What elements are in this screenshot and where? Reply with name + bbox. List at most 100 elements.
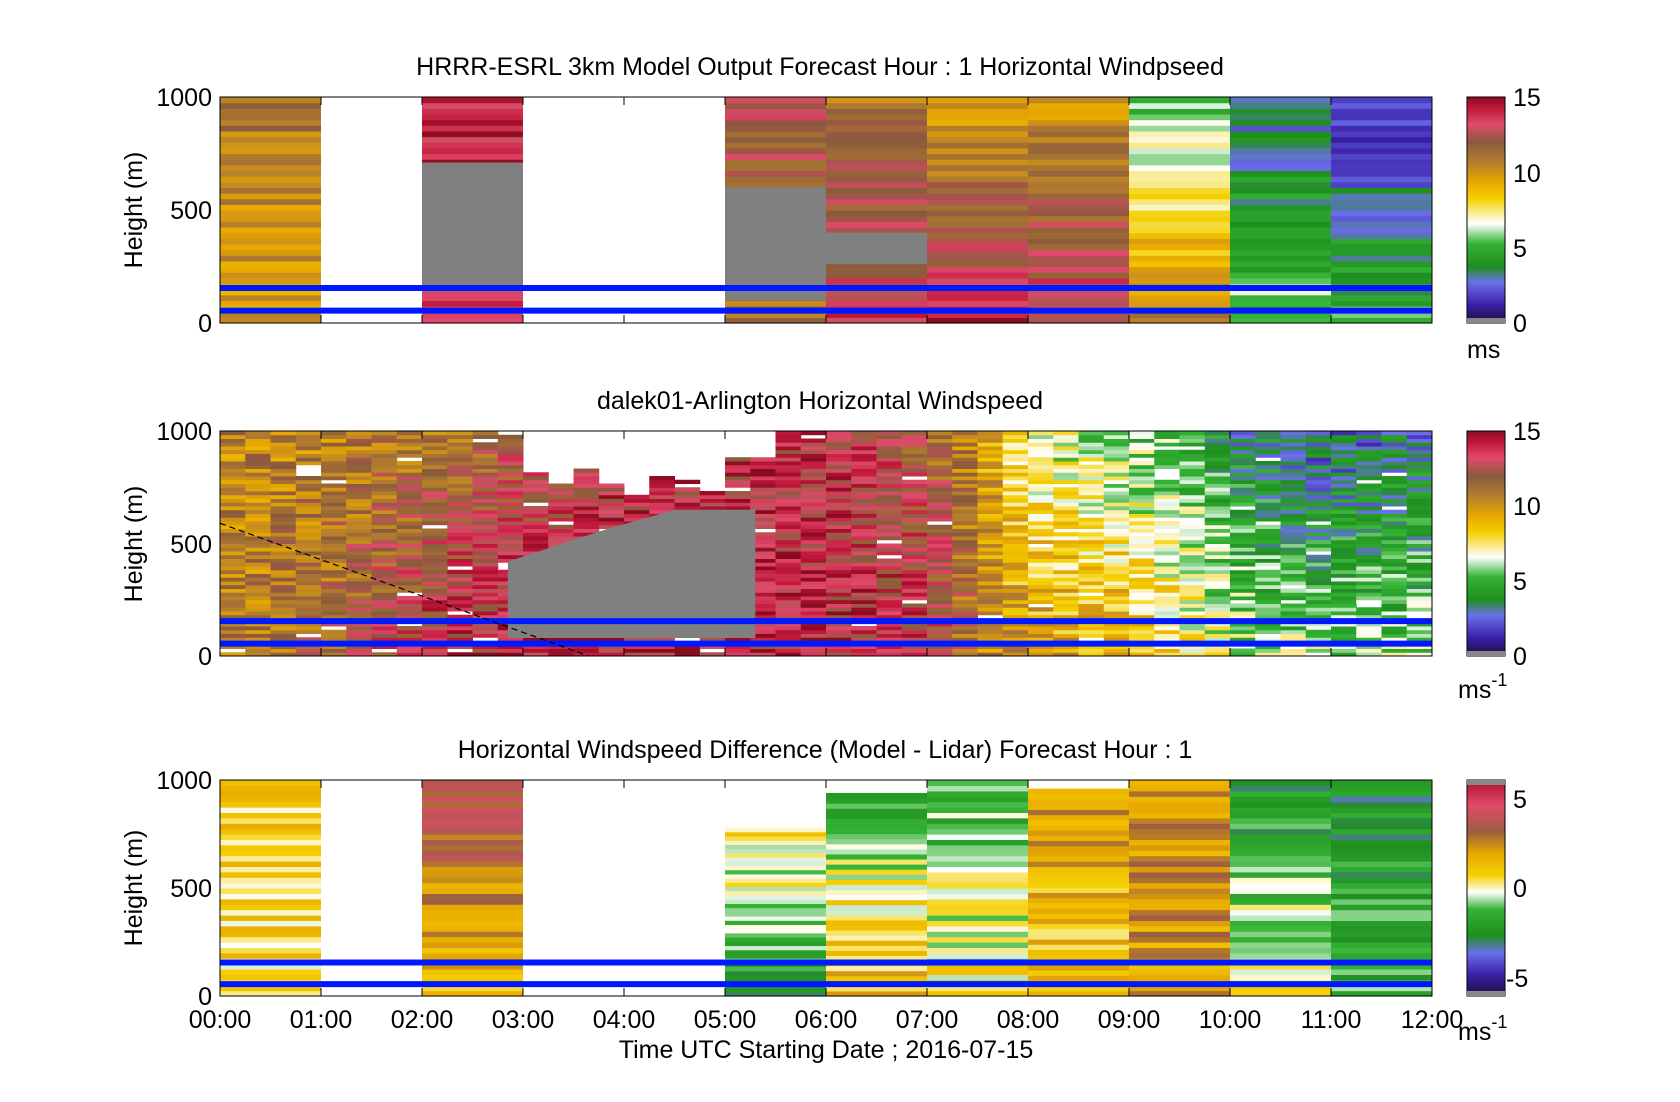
heat-cell: [775, 554, 802, 559]
heat-cell: [548, 502, 574, 507]
heat-cell: [826, 457, 852, 462]
heat-cell: [497, 539, 524, 544]
heat-cell: [1305, 603, 1332, 608]
heat-cell: [750, 554, 776, 559]
heat-cell: [927, 136, 1028, 143]
overlay-difference: [220, 959, 1432, 988]
heat-cell: [800, 569, 827, 574]
heat-cell: [876, 629, 903, 634]
heat-cell: [800, 468, 827, 473]
heat-cell: [927, 607, 953, 612]
heat-cell: [725, 941, 826, 947]
heat-cell: [1129, 823, 1230, 830]
colorbar-gradient: [1466, 430, 1506, 657]
heat-cell: [800, 461, 827, 466]
heat-cell: [1381, 644, 1408, 649]
heat-cell: [927, 255, 1028, 262]
heat-cell: [245, 629, 271, 634]
heat-cell: [876, 614, 903, 619]
heat-cell: [1331, 159, 1432, 166]
heat-cell: [1230, 828, 1331, 835]
heat-cell: [927, 438, 953, 443]
heat-cell: [800, 551, 827, 556]
heat-cell: [826, 517, 852, 522]
heat-cell: [851, 438, 877, 443]
heat-cell: [649, 479, 675, 484]
heat-cell: [1230, 483, 1256, 488]
heat-cell: [1179, 483, 1206, 488]
heat-cell: [1103, 491, 1130, 496]
heat-cell: [1381, 543, 1408, 548]
heat-cell: [1406, 566, 1433, 571]
heat-cell: [1053, 607, 1079, 612]
heat-cell: [1053, 532, 1079, 537]
heat-cell: [952, 446, 978, 451]
heat-cell: [1002, 536, 1029, 541]
heat-cell: [1028, 524, 1054, 529]
heat-cell: [1406, 637, 1433, 642]
heat-cell: [396, 521, 423, 526]
heat-cell: [927, 581, 953, 586]
x-tick-label: 01:00: [290, 1006, 353, 1034]
heat-cell: [1179, 536, 1206, 541]
heat-cell: [624, 513, 650, 518]
heat-cell: [1002, 517, 1029, 522]
heat-cell: [901, 551, 928, 556]
heat-cell: [826, 611, 852, 616]
heat-cell: [952, 438, 978, 443]
heat-cell: [927, 850, 1028, 857]
heat-cell: [750, 487, 776, 492]
heat-cell: [1381, 434, 1408, 439]
heat-cell: [775, 648, 802, 653]
heat-cell: [826, 813, 927, 819]
heat-cell: [826, 945, 927, 951]
heat-cell: [1053, 562, 1079, 567]
heat-cell: [851, 509, 877, 514]
heat-cell: [1230, 850, 1331, 857]
heat-cell: [422, 147, 523, 155]
heat-cell: [1129, 509, 1155, 514]
heat-cell: [396, 551, 423, 556]
heat-cell: [447, 614, 473, 619]
heat-cell: [1129, 198, 1230, 205]
heat-cell: [1028, 431, 1054, 436]
heat-cell: [624, 637, 650, 642]
heat-cell: [649, 494, 675, 499]
heat-cell: [725, 949, 826, 955]
heat-cell: [901, 528, 928, 533]
heat-cell: [1002, 461, 1029, 466]
heat-cell: [220, 785, 321, 792]
heat-cell: [1179, 607, 1206, 612]
heat-cell: [1129, 942, 1230, 948]
heat-cell: [1381, 588, 1408, 593]
heat-cell: [952, 506, 978, 511]
heat-cell: [725, 483, 751, 488]
heat-cell: [1230, 153, 1331, 160]
heat-cell: [1230, 487, 1256, 492]
heat-cell: [1129, 588, 1155, 593]
heat-cell: [220, 603, 246, 608]
heat-cell: [725, 461, 751, 466]
heat-cell: [598, 637, 625, 642]
heat-cell: [826, 894, 927, 901]
heat-cell: [1356, 637, 1382, 642]
heat-cell: [1204, 629, 1231, 634]
colorbar-gray-cap: [1467, 651, 1505, 656]
heat-cell: [1028, 907, 1129, 914]
heat-cell: [1331, 102, 1432, 109]
heat-cell: [1078, 644, 1105, 649]
heat-cell: [826, 164, 927, 172]
heat-cell: [1028, 517, 1054, 522]
heat-cell: [927, 611, 953, 616]
heat-cell: [472, 536, 499, 541]
heat-cell: [1381, 652, 1408, 657]
heat-cell: [1305, 558, 1332, 563]
heat-cell: [725, 97, 826, 104]
heat-cell: [1331, 963, 1432, 970]
heat-cell: [1381, 539, 1408, 544]
heat-cell: [1053, 599, 1079, 604]
heat-cell: [1028, 289, 1129, 296]
heat-cell: [1028, 592, 1054, 597]
heat-cell: [1305, 517, 1332, 522]
heat-cell: [422, 947, 523, 954]
